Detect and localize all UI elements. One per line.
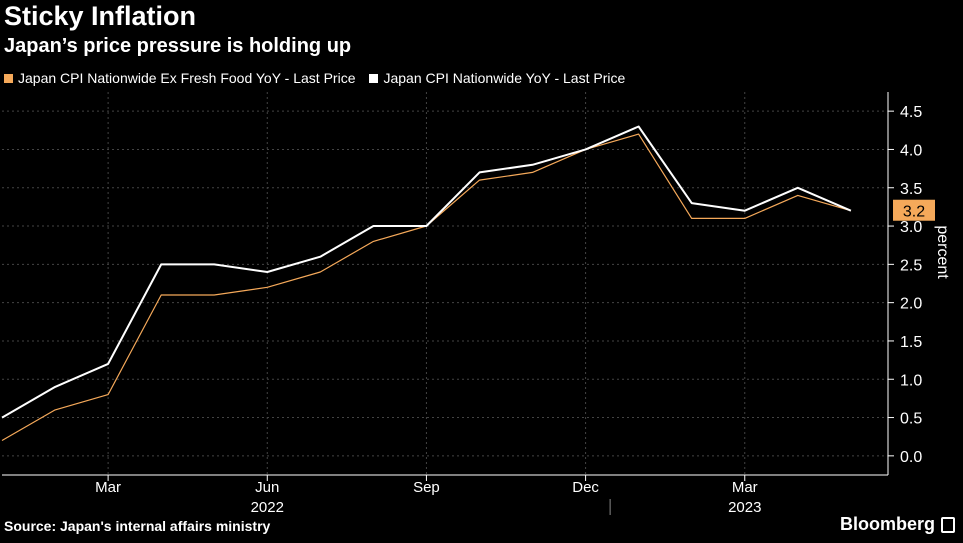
brand-name: Bloomberg <box>839 514 935 534</box>
y-tick-label: 4.0 <box>900 142 922 159</box>
legend-swatch-headline <box>369 73 379 83</box>
chart-subtitle: Japan’s price pressure is holding up <box>4 35 352 57</box>
y-tick-label: 0.0 <box>900 449 922 466</box>
series-line-headline-cpi <box>1 125 852 419</box>
x-tick-label: Dec <box>572 479 599 496</box>
y-tick-label: 2.5 <box>900 257 922 274</box>
bloomberg-terminal-icon <box>941 516 955 533</box>
legend: Japan CPI Nationwide Ex Fresh Food YoY -… <box>4 70 625 86</box>
legend-item-headline: Japan CPI Nationwide YoY - Last Price <box>369 70 625 86</box>
x-tick-label: Mar <box>732 479 758 496</box>
x-tick-label: Mar <box>95 479 121 496</box>
legend-label-core: Japan CPI Nationwide Ex Fresh Food YoY -… <box>18 70 356 86</box>
last-value-badge <box>893 199 935 221</box>
x-tick-label: Sep <box>413 479 440 496</box>
bloomberg-logo: Bloomberg <box>840 514 955 535</box>
y-tick-label: 4.5 <box>900 104 922 121</box>
legend-item-core: Japan CPI Nationwide Ex Fresh Food YoY -… <box>4 70 355 86</box>
source-note: Source: Japan's internal affairs ministr… <box>4 518 271 534</box>
x-tick-label: Jun <box>255 479 279 496</box>
x-year-label: 2023 <box>728 499 761 516</box>
legend-swatch-core <box>4 73 13 83</box>
last-value-label: 3.2 <box>903 204 925 221</box>
y-tick-label: 1.0 <box>900 372 922 389</box>
y-tick-label: 3.0 <box>900 219 922 236</box>
y-tick-label: 2.0 <box>900 296 922 313</box>
legend-label-headline: Japan CPI Nationwide YoY - Last Price <box>383 70 626 86</box>
y-tick-label: 3.5 <box>900 181 922 198</box>
y-tick-label: 1.5 <box>900 334 922 351</box>
x-year-label: 2022 <box>251 499 284 516</box>
chart-title: Sticky Inflation <box>4 1 197 31</box>
y-axis-label: percent <box>934 225 951 279</box>
y-tick-label: 0.5 <box>900 411 922 428</box>
